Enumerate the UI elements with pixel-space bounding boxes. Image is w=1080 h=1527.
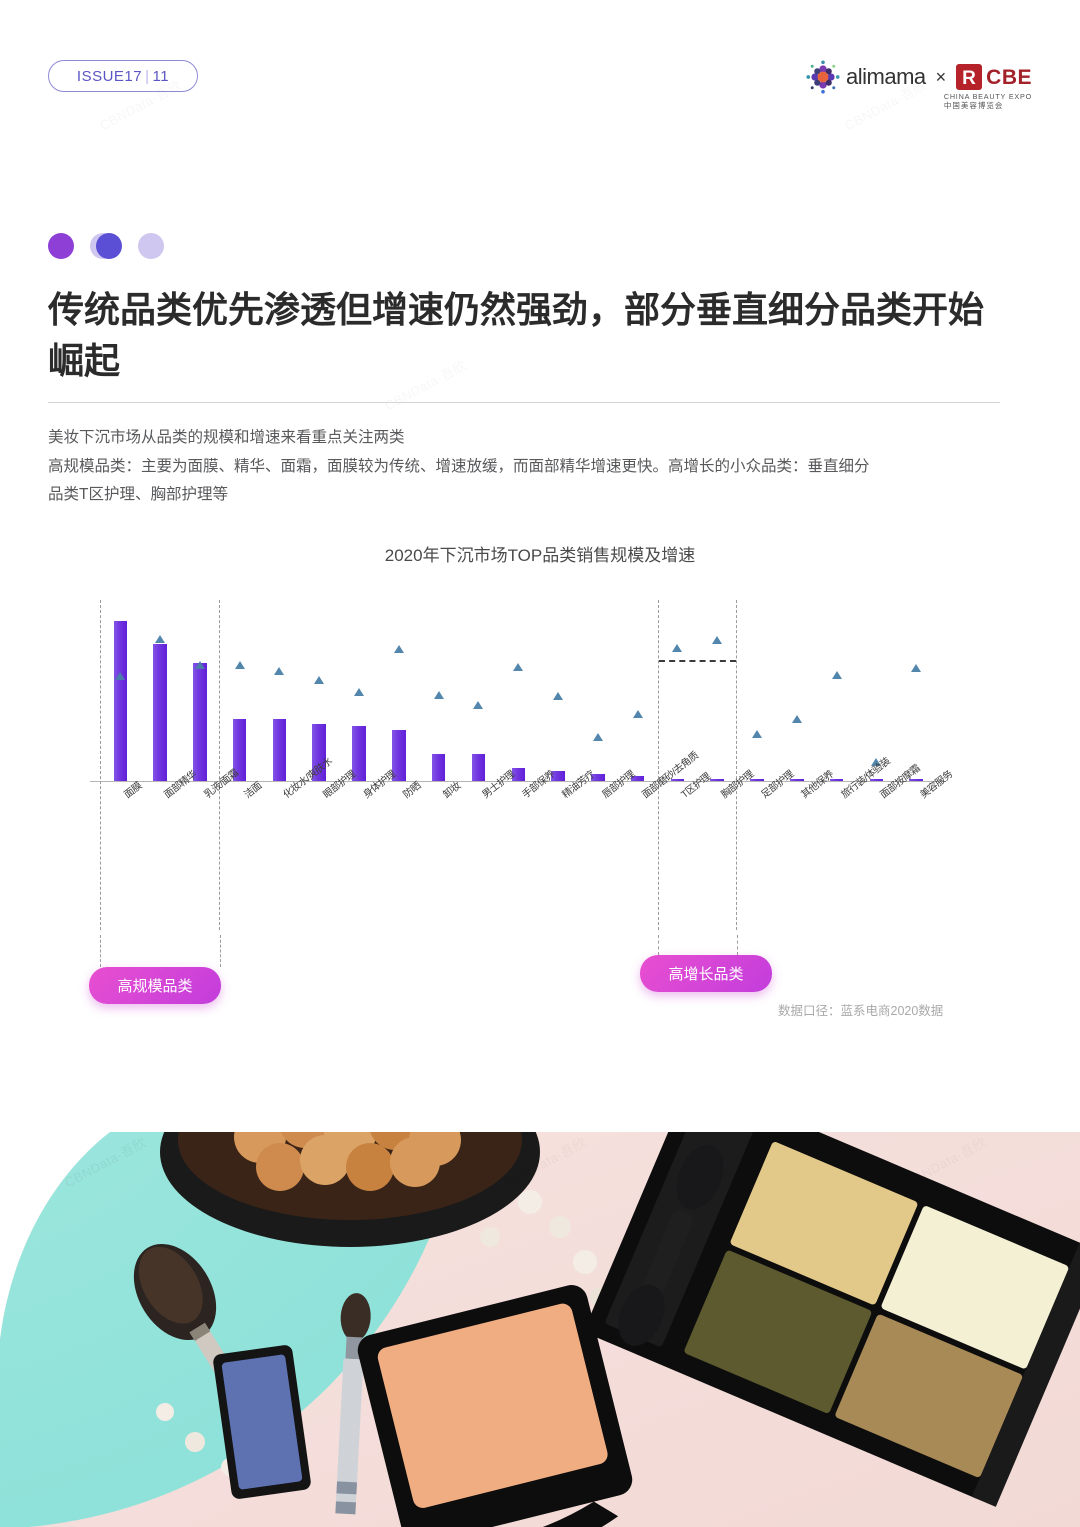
svg-text:R: R xyxy=(962,68,976,89)
